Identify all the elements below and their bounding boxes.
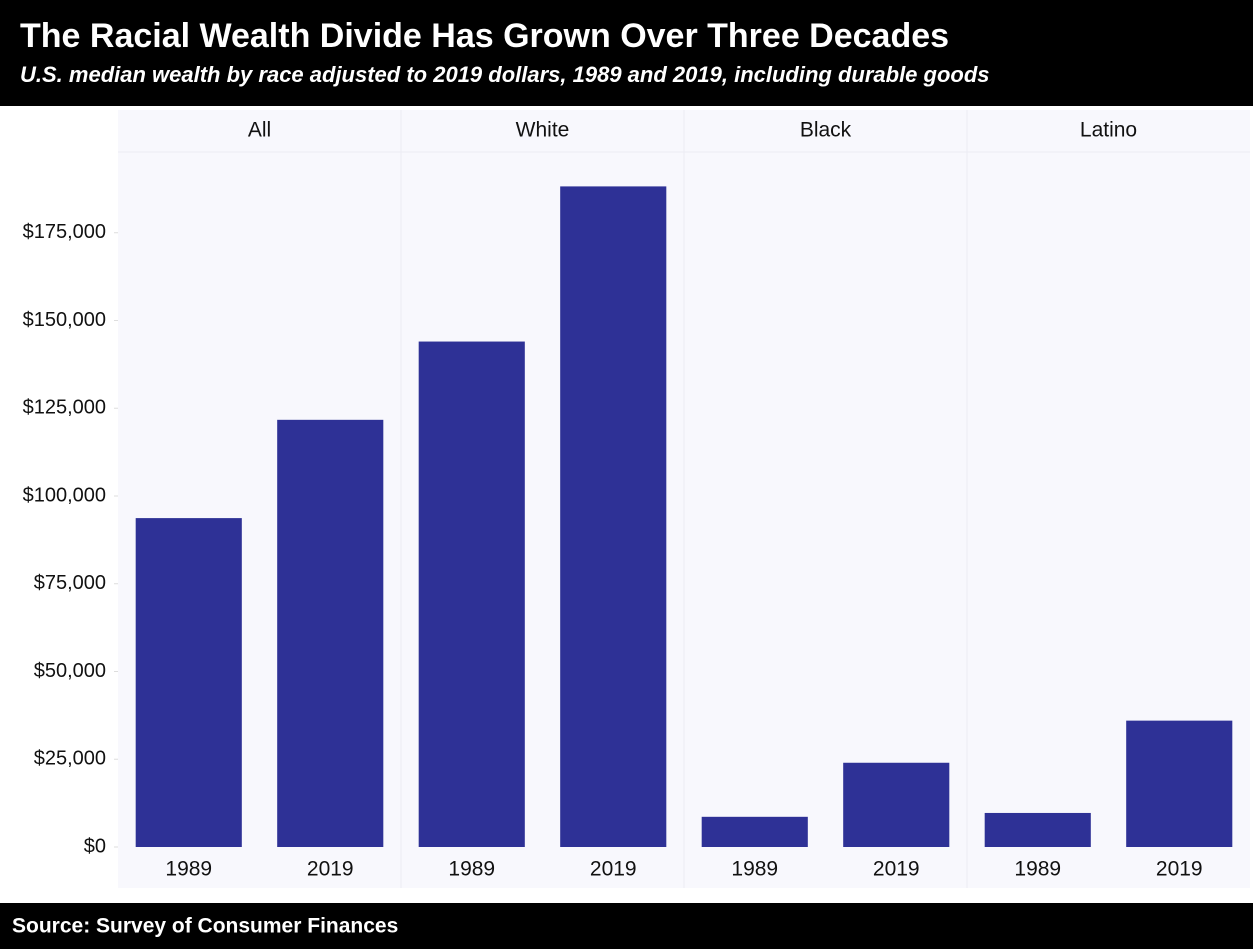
bar	[1126, 720, 1233, 847]
x-tick-label: 1989	[731, 858, 778, 881]
x-tick-label: 2019	[873, 858, 920, 881]
x-tick-label: 2019	[307, 858, 354, 881]
bar	[135, 518, 242, 847]
chart-title: The Racial Wealth Divide Has Grown Over …	[20, 17, 949, 55]
bar	[560, 186, 667, 847]
y-tick-label: $100,000	[23, 484, 106, 506]
facet-label: White	[516, 119, 570, 142]
chart-subtitle: U.S. median wealth by race adjusted to 2…	[20, 62, 990, 87]
y-tick-label: $75,000	[34, 572, 106, 594]
x-tick-label: 1989	[165, 858, 212, 881]
y-tick-label: $150,000	[23, 309, 106, 331]
bar	[843, 762, 950, 847]
facet-label: Latino	[1080, 119, 1137, 142]
bar	[701, 816, 808, 847]
facet-label: Black	[800, 119, 852, 142]
y-tick-label: $175,000	[23, 221, 106, 243]
x-tick-label: 2019	[590, 858, 637, 881]
y-tick-label: $50,000	[34, 660, 106, 682]
x-tick-label: 2019	[1156, 858, 1203, 881]
y-tick-label: $25,000	[34, 748, 106, 770]
source: Source: Survey of Consumer Finances	[12, 915, 398, 938]
bar	[984, 812, 1091, 847]
footer-background	[0, 903, 1253, 949]
y-tick-label: $125,000	[23, 397, 106, 419]
x-tick-label: 1989	[448, 858, 495, 881]
y-tick-label: $0	[84, 835, 106, 857]
header-background	[0, 0, 1253, 106]
bar	[418, 341, 525, 847]
bar	[277, 419, 384, 847]
facet-label: All	[248, 119, 271, 142]
x-tick-label: 1989	[1014, 858, 1061, 881]
